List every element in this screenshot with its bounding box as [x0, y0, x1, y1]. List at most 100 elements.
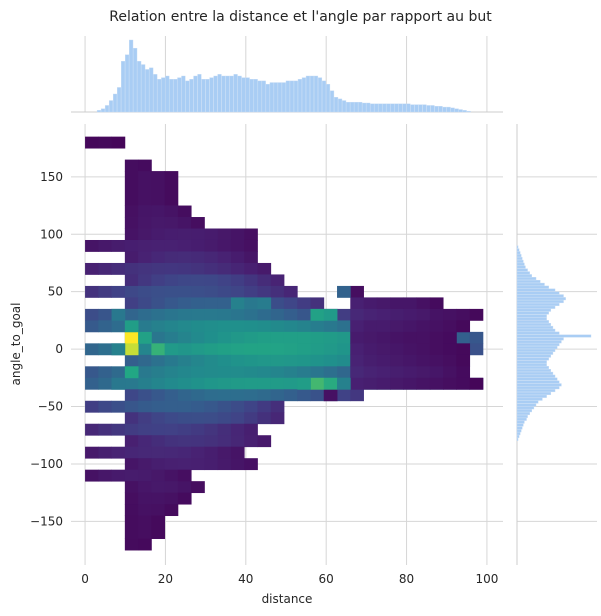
heatmap-cell: [124, 217, 139, 229]
heatmap-cell: [204, 389, 219, 402]
y-tick-label: −150: [30, 514, 63, 528]
heatmap-cell: [456, 354, 471, 367]
heatmap-cell: [257, 274, 272, 287]
heatmap-cell: [283, 308, 298, 321]
right-hist-bar: [516, 259, 524, 263]
heatmap-cell: [98, 262, 112, 275]
right-hist-bar: [516, 305, 556, 309]
heatmap-cell: [270, 331, 285, 344]
heatmap-cell: [230, 239, 245, 252]
y-axis-label: angle_to_goal: [9, 303, 23, 386]
top-hist-bar: [133, 47, 138, 113]
heatmap-cell: [363, 331, 378, 344]
heatmap-cell: [376, 377, 391, 390]
heatmap-cell: [283, 354, 298, 367]
heatmap-cell: [177, 481, 192, 494]
heatmap-cell: [191, 331, 205, 344]
heatmap-cell: [350, 297, 364, 310]
top-hist-bar: [313, 75, 319, 113]
top-hist-bar: [112, 93, 118, 113]
heatmap-cell: [138, 377, 152, 390]
heatmap-cell: [138, 538, 152, 551]
top-hist-bar: [241, 77, 246, 113]
right-hist-bar: [516, 409, 533, 413]
y-tick-label: −50: [38, 400, 63, 414]
heatmap-cell: [124, 251, 139, 264]
x-tick-label: 100: [475, 572, 498, 586]
heatmap-cell: [164, 366, 179, 379]
heatmap-cell: [151, 308, 166, 321]
heatmap-cell: [230, 400, 245, 413]
heatmap-cell: [191, 343, 205, 356]
heatmap-cell: [177, 297, 192, 310]
heatmap-cell: [151, 239, 166, 252]
heatmap-cell: [244, 251, 258, 264]
chart-title: Relation entre la distance et l'angle pa…: [109, 9, 492, 25]
heatmap-cell: [138, 354, 152, 367]
heatmap-cell: [230, 331, 245, 344]
heatmap-cell: [297, 354, 311, 367]
heatmap-cell: [164, 217, 179, 229]
heatmap-cell: [429, 331, 444, 344]
heatmap-cell: [283, 285, 298, 298]
heatmap-cell: [204, 354, 219, 367]
top-hist-bar: [301, 77, 306, 113]
top-hist-bar: [117, 87, 122, 113]
heatmap-cell: [244, 435, 258, 448]
y-tick-label: 0: [55, 342, 63, 356]
right-hist-bar: [516, 300, 564, 304]
heatmap-cell: [204, 274, 219, 287]
heatmap-cell: [191, 297, 205, 310]
right-hist-bar: [516, 268, 528, 272]
heatmap-cell: [138, 297, 152, 310]
heatmap-cell: [204, 435, 219, 448]
heatmap-cell: [85, 377, 99, 390]
top-hist-bar: [108, 100, 114, 113]
heatmap-cell: [350, 343, 364, 356]
top-hist-bar: [390, 103, 395, 113]
heatmap-cell: [191, 366, 205, 379]
heatmap-cell: [177, 492, 192, 505]
heatmap-cell: [230, 320, 245, 333]
right-hist-bar: [516, 294, 564, 298]
heatmap-cell: [138, 262, 152, 275]
right-hist-bar: [516, 340, 562, 344]
heatmap-cell: [217, 239, 232, 252]
right-hist-bar: [516, 254, 522, 258]
top-hist-bar: [96, 110, 102, 113]
heatmap-cell: [85, 400, 99, 413]
heatmap-cell: [376, 343, 391, 356]
heatmap-cell: [191, 400, 205, 413]
right-hist-bar: [516, 320, 549, 324]
heatmap-cell: [124, 423, 139, 436]
heatmap-cell: [177, 354, 192, 367]
right-hist-bar: [516, 412, 530, 416]
top-hist-bar: [121, 61, 126, 113]
heatmap-cell: [111, 320, 126, 333]
top-hist-bar: [402, 103, 407, 113]
heatmap-cell: [138, 331, 152, 344]
heatmap-cell: [390, 343, 404, 356]
heatmap-cell: [111, 469, 126, 482]
heatmap-cell: [204, 423, 219, 436]
heatmap-cell: [456, 331, 471, 344]
heatmap-cell: [124, 481, 139, 494]
top-hist-bar: [145, 69, 150, 113]
heatmap-cell: [270, 274, 285, 287]
heatmap-cell: [164, 320, 179, 333]
heatmap-cell: [376, 308, 391, 321]
heatmap-cell: [390, 320, 404, 333]
heatmap-cell: [164, 331, 179, 344]
heatmap-cell: [230, 366, 245, 379]
heatmap-cell: [177, 435, 192, 448]
heatmap-cell: [283, 320, 298, 333]
top-hist-bar: [305, 75, 311, 113]
heatmap-cell: [164, 274, 179, 287]
top-hist-bar: [137, 61, 142, 113]
heatmap-cell: [111, 366, 126, 379]
top-hist-bar: [213, 75, 218, 113]
top-hist-bar: [418, 104, 423, 113]
heatmap-cell: [350, 331, 364, 344]
heatmap-cell: [164, 423, 179, 436]
heatmap-cell: [138, 492, 152, 505]
